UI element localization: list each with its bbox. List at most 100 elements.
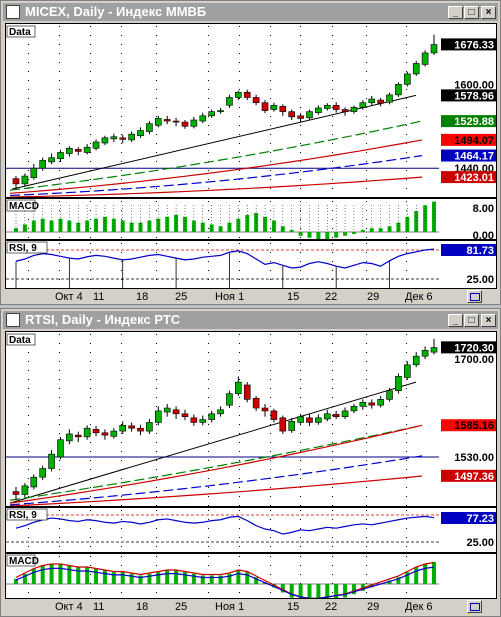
grid-dot [300, 152, 301, 153]
grid-dot [270, 98, 271, 99]
panel-label: RSI, 9 [9, 243, 37, 254]
grid-dot [59, 505, 60, 506]
macd-bar [182, 572, 187, 584]
grid-dot [366, 397, 367, 398]
bull-candle [315, 107, 322, 113]
grid-dot [406, 469, 407, 470]
grid-dot [239, 379, 240, 380]
window-title-bar[interactable]: RTSI, Daily - Индекс РТС _ □ × [3, 311, 498, 329]
grid-dot [270, 107, 271, 108]
grid-dot [406, 406, 407, 407]
bull-candle [386, 94, 393, 103]
price-label: 1497.36 [441, 469, 496, 483]
maximize-button[interactable]: □ [464, 6, 479, 19]
grid-dot [208, 537, 209, 538]
macd-bar [334, 584, 339, 598]
bear-candle [368, 402, 376, 406]
grid-dot [406, 415, 407, 416]
navigate-icon[interactable] [467, 600, 482, 613]
grid-dot [406, 143, 407, 144]
grid-dot [366, 270, 367, 271]
time-axis-label: 15 [287, 291, 300, 303]
grid-dot [270, 424, 271, 425]
maximize-button[interactable]: □ [464, 314, 479, 327]
price-label-text: 1720.30 [454, 342, 494, 354]
grid-dot [90, 243, 91, 244]
ma-blue-line [9, 455, 423, 506]
window-title-bar[interactable]: MICEX, Daily - Индекс ММВБ _ □ × [3, 3, 498, 21]
macd-bar [49, 563, 54, 584]
grid-dot [90, 261, 91, 262]
grid-dot [90, 210, 91, 211]
price-label: 1720.30 [441, 341, 496, 354]
grid-dot [90, 228, 91, 229]
macd-bar [369, 228, 374, 232]
macd-bar [227, 222, 232, 232]
grid-dot [406, 487, 407, 488]
grid-dot [406, 243, 407, 244]
grid-dot [406, 252, 407, 253]
grid-dot [332, 279, 333, 280]
grid-dot [121, 26, 122, 27]
grid-dot [90, 505, 91, 506]
bull-candle [48, 157, 55, 163]
grid-dot [121, 188, 122, 189]
grid-dot [208, 397, 209, 398]
grid-dot [208, 219, 209, 220]
close-button[interactable]: × [481, 6, 496, 19]
macd-bar [405, 216, 410, 232]
price-panel[interactable]: Data 1676.33 1600.00 1578.96 1529.88 1494.07 1… [5, 23, 497, 198]
grid-dot [332, 352, 333, 353]
bull-candle [404, 73, 411, 85]
grid-dot [208, 270, 209, 271]
grid-dot [121, 352, 122, 353]
indicator-panel-2[interactable]: MACD [5, 553, 497, 599]
grid-dot [28, 424, 29, 425]
indicator-panel-1[interactable]: MACD 8.00 0.00 [5, 198, 497, 240]
grid-dot [156, 510, 157, 511]
grid-dot [300, 62, 301, 63]
grid-dot [332, 228, 333, 229]
grid-dot [366, 170, 367, 171]
indicator-panel-2[interactable]: RSI, 9 81.73 25.00 [5, 240, 497, 289]
grid-dot [121, 161, 122, 162]
close-button[interactable]: × [481, 314, 496, 327]
grid-dot [239, 53, 240, 54]
grid-dot [366, 179, 367, 180]
grid-dot [332, 179, 333, 180]
grid-dot [300, 546, 301, 547]
grid-dot [208, 71, 209, 72]
bear-candle [243, 384, 251, 400]
grid-dot [406, 546, 407, 547]
grid-dot [121, 219, 122, 220]
grid-dot [156, 188, 157, 189]
grid-dot [59, 237, 60, 238]
grid-dot [28, 116, 29, 117]
grid-dot [156, 44, 157, 45]
minimize-button[interactable]: _ [448, 314, 463, 327]
price-label-box [441, 171, 496, 184]
grid-dot [406, 379, 407, 380]
grid-dot [156, 397, 157, 398]
time-axis-label: Дек 6 [405, 291, 433, 303]
grid-dot [366, 528, 367, 529]
grid-dot [406, 519, 407, 520]
grid-dot [90, 478, 91, 479]
grid-dot [406, 424, 407, 425]
macd-bar [138, 575, 143, 584]
grid-dot [28, 44, 29, 45]
micex-chart-window[interactable]: MICEX, Daily - Индекс ММВБ _ □ × Data 167… [0, 0, 501, 305]
grid-dot [90, 496, 91, 497]
rtsi-chart-window[interactable]: RTSI, Daily - Индекс РТС _ □ × Data 1720.… [0, 308, 501, 617]
grid-dot [28, 179, 29, 180]
grid-dot [239, 469, 240, 470]
grid-dot [300, 565, 301, 566]
indicator-panel-1[interactable]: RSI, 9 77.23 25.00 [5, 507, 497, 553]
price-panel[interactable]: Data 1720.30 1700.00 1585.16 1530.00 1497.36 [5, 331, 497, 507]
grid-dot [28, 98, 29, 99]
minimize-button[interactable]: _ [448, 6, 463, 19]
grid-dot [239, 89, 240, 90]
navigate-icon[interactable] [467, 290, 482, 303]
grid-dot [406, 261, 407, 262]
grid-dot [300, 201, 301, 202]
